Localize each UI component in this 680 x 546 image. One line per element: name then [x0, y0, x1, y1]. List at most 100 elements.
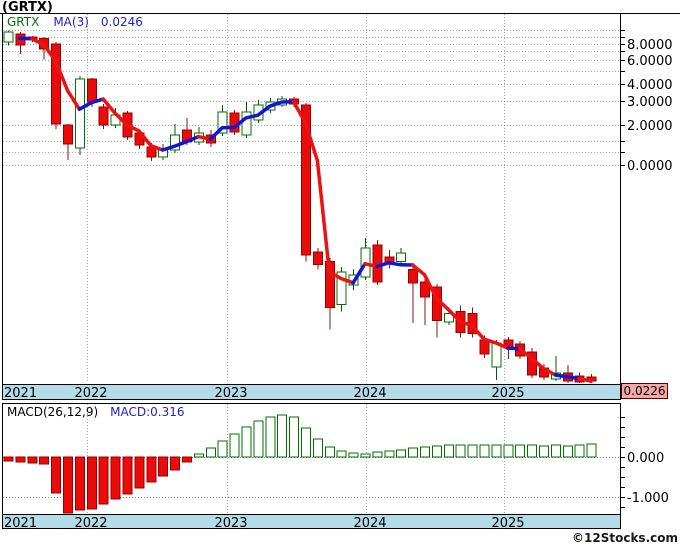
macd-bar-negative	[182, 456, 192, 463]
price-tick-label: 6.0000	[627, 54, 673, 69]
candle-down	[312, 251, 323, 266]
macd-bar-positive	[372, 451, 383, 458]
ma-segment	[517, 346, 558, 377]
axes-and-borders	[0, 13, 680, 529]
ma-segment	[30, 37, 82, 111]
ma-segment	[553, 373, 581, 381]
macd-bar-positive	[443, 444, 454, 458]
price-panel-legend: GRTX MA(3) 0.0246	[7, 15, 143, 29]
macd-bar-negative	[3, 456, 14, 462]
ma-segment	[363, 262, 379, 269]
year-label: 2025	[491, 516, 524, 531]
ma-segment	[577, 376, 593, 383]
macd-xaxis-strip	[2, 514, 620, 528]
price-xaxis-strip	[2, 384, 620, 399]
year-label: 2024	[353, 386, 386, 401]
year-label: 2023	[214, 516, 247, 531]
macd-bar-positive	[229, 433, 240, 458]
macd-bar-negative	[122, 456, 133, 495]
macd-params-label: MACD(26,12,9)	[7, 405, 99, 419]
ma-segment	[196, 134, 213, 141]
macd-bar-positive	[336, 450, 347, 458]
ma-segment	[77, 97, 105, 111]
macd-bar-positive	[312, 438, 323, 458]
macd-bar-negative	[158, 456, 169, 477]
page-title: (GRTX)	[2, 0, 53, 15]
ma-segment	[291, 99, 355, 285]
candle-down	[408, 269, 419, 284]
macd-value-label: MACD:0.316	[110, 405, 185, 419]
macd-bar-positive	[241, 426, 252, 458]
ma-indicator-value: 0.0246	[100, 15, 143, 29]
macd-bar-positive	[574, 444, 585, 458]
candle-down	[98, 106, 109, 126]
macd-bar-positive	[277, 414, 288, 458]
ma-line	[18, 36, 593, 383]
year-label: 2021	[4, 386, 37, 401]
macd-bar-positive	[396, 449, 407, 458]
macd-bar-positive	[503, 444, 514, 458]
year-label: 2024	[353, 516, 386, 531]
ma-segment	[160, 134, 201, 152]
price-tick-label: 0.0000	[627, 159, 673, 174]
macd-bar-positive	[384, 450, 395, 458]
macd-bar-negative	[146, 456, 157, 483]
macd-bar-positive	[360, 453, 371, 458]
macd-bar-positive	[467, 444, 478, 458]
candle-up	[336, 271, 347, 306]
macd-bar-positive	[205, 447, 216, 458]
macd-bar-positive	[455, 444, 466, 458]
macd-bar-positive	[348, 452, 359, 458]
macd-bar-positive	[515, 444, 526, 458]
ma-segment	[18, 36, 34, 41]
ma-segment	[410, 263, 510, 350]
ma-indicator-label: MA(3)	[53, 15, 89, 29]
macd-bar-positive	[431, 445, 442, 458]
macd-bar-positive	[324, 446, 335, 458]
ma-segment	[101, 97, 165, 152]
candle-up	[491, 342, 502, 368]
ma-segment	[506, 346, 522, 351]
macd-bar-positive	[550, 444, 561, 458]
macd-bar-positive	[289, 416, 300, 458]
price-tick-label: 2.0000	[627, 119, 673, 134]
macd-tick-label: 0.000	[627, 451, 664, 466]
price-tick-label: 3.0000	[627, 95, 673, 110]
macd-bar-positive	[265, 416, 276, 458]
candle-down	[51, 43, 62, 125]
macd-tick-label: -1.000	[627, 491, 669, 506]
ticker-symbol-label: GRTX	[7, 15, 40, 29]
macd-bar-negative	[63, 456, 73, 514]
watermark: ©12Stocks.com	[572, 531, 678, 545]
macd-bar-negative	[110, 456, 121, 500]
macd-bar-positive	[301, 427, 311, 458]
macd-bar-positive	[479, 444, 490, 458]
axis-strips	[2, 384, 620, 528]
candle-down	[301, 104, 311, 256]
macd-bar-negative	[134, 456, 145, 489]
macd-bar-negative	[170, 456, 181, 471]
candle-up	[3, 31, 14, 43]
year-label: 2021	[4, 516, 37, 531]
ma-segment	[208, 99, 296, 141]
ma-segment	[351, 262, 367, 285]
candle-up	[443, 312, 454, 323]
candle-down	[420, 281, 430, 298]
macd-bar-positive	[539, 445, 549, 458]
macd-bar-positive	[193, 453, 204, 458]
macd-bar-negative	[27, 456, 38, 464]
macd-bar-positive	[527, 444, 538, 458]
macd-histogram	[3, 414, 597, 514]
candle-up	[241, 111, 252, 136]
macd-bar-negative	[98, 456, 109, 505]
macd-bar-positive	[420, 446, 430, 458]
macd-bar-negative	[51, 456, 62, 494]
macd-bar-negative	[74, 456, 85, 511]
candles-group	[3, 30, 597, 383]
macd-bar-negative	[15, 456, 26, 463]
price-tick-label: 8.0000	[627, 38, 673, 53]
macd-panel-legend: MACD(26,12,9) MACD:0.316	[7, 405, 185, 419]
candle-down	[63, 124, 73, 145]
